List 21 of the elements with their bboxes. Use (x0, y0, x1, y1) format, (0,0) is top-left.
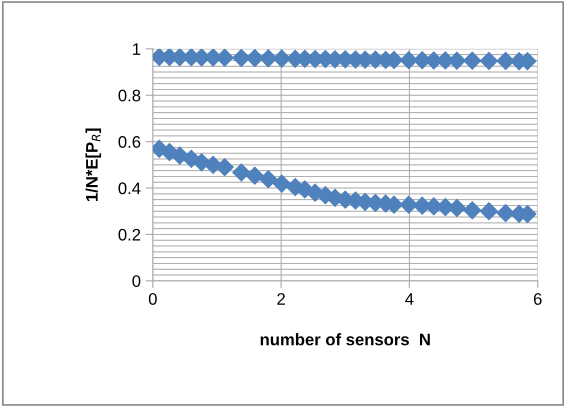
y-axis-title: 1/N*E[P$_{R}$] (86, 128, 102, 202)
x-tick-label: 6 (534, 293, 542, 305)
point (480, 202, 498, 221)
x-tick-label: 2 (277, 293, 285, 305)
x-tick-label: 0 (148, 293, 157, 305)
y-tick-label: 1 (133, 43, 140, 55)
y-tick-label: 0.2 (118, 228, 140, 241)
point (496, 204, 515, 222)
point (462, 51, 482, 70)
point (272, 174, 292, 193)
point (480, 52, 498, 70)
point (462, 200, 482, 220)
y-tick-label: 0.6 (118, 136, 140, 148)
y-tick-label: 0.8 (118, 90, 140, 102)
x-tick-label: 4 (405, 293, 414, 305)
y-tick-label: 0.4 (118, 182, 141, 194)
point (245, 166, 264, 186)
y-tick-label: 0 (132, 275, 140, 288)
point (258, 170, 278, 189)
point (232, 163, 251, 182)
x-axis-title: number of sensors N (260, 333, 430, 346)
